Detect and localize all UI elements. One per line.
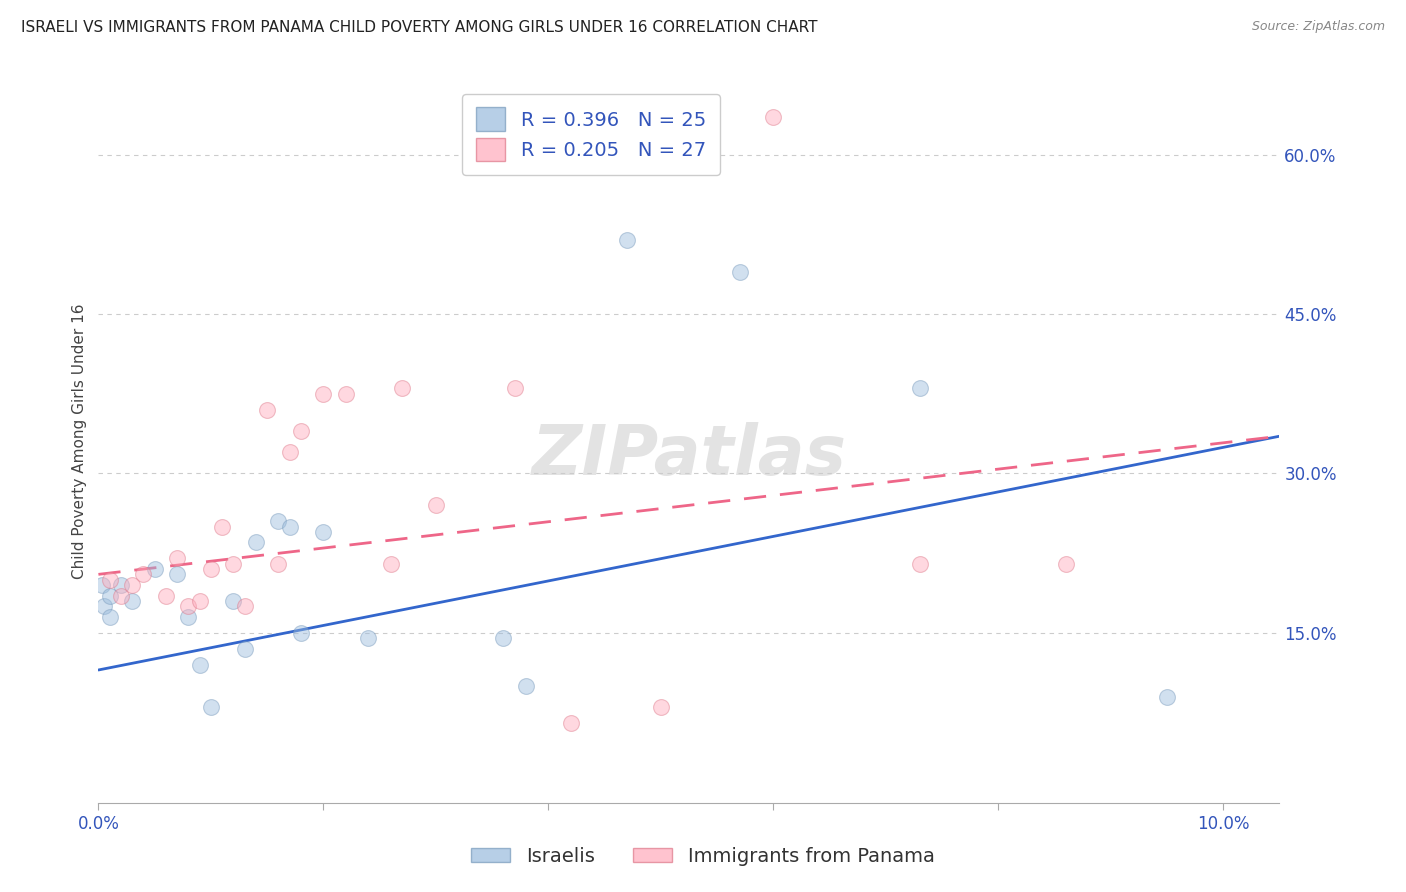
- Point: [98, 573, 121, 587]
- Point: [222, 594, 245, 608]
- Point: [357, 631, 380, 645]
- Point: [121, 578, 143, 592]
- Point: [650, 700, 672, 714]
- Point: [110, 578, 132, 592]
- Point: [312, 386, 335, 401]
- Point: [335, 386, 357, 401]
- Point: [492, 631, 515, 645]
- Point: [762, 111, 785, 125]
- Point: [908, 381, 931, 395]
- Point: [200, 562, 222, 576]
- Point: [132, 567, 155, 582]
- Point: [90, 578, 112, 592]
- Text: Source: ZipAtlas.com: Source: ZipAtlas.com: [1251, 20, 1385, 33]
- Text: ZIPatlas: ZIPatlas: [531, 423, 846, 490]
- Point: [245, 535, 267, 549]
- Point: [177, 599, 200, 614]
- Point: [312, 524, 335, 539]
- Point: [166, 551, 188, 566]
- Point: [211, 519, 233, 533]
- Point: [233, 599, 256, 614]
- Point: [425, 498, 447, 512]
- Point: [155, 589, 177, 603]
- Point: [290, 424, 312, 438]
- Point: [143, 562, 166, 576]
- Point: [188, 657, 211, 672]
- Point: [503, 381, 526, 395]
- Point: [267, 514, 290, 528]
- Legend: R = 0.396   N = 25, R = 0.205   N = 27: R = 0.396 N = 25, R = 0.205 N = 27: [463, 94, 720, 175]
- Point: [121, 594, 143, 608]
- Point: [110, 589, 132, 603]
- Point: [256, 402, 278, 417]
- Point: [908, 557, 931, 571]
- Point: [616, 233, 638, 247]
- Point: [1054, 557, 1077, 571]
- Point: [515, 679, 537, 693]
- Text: ISRAELI VS IMMIGRANTS FROM PANAMA CHILD POVERTY AMONG GIRLS UNDER 16 CORRELATION: ISRAELI VS IMMIGRANTS FROM PANAMA CHILD …: [21, 20, 818, 35]
- Point: [98, 589, 121, 603]
- Point: [728, 264, 751, 278]
- Y-axis label: Child Poverty Among Girls Under 16: Child Poverty Among Girls Under 16: [72, 304, 87, 579]
- Point: [98, 610, 121, 624]
- Point: [278, 445, 301, 459]
- Point: [380, 557, 402, 571]
- Point: [93, 599, 115, 614]
- Legend: Israelis, Immigrants from Panama: Israelis, Immigrants from Panama: [464, 838, 942, 873]
- Point: [290, 625, 312, 640]
- Point: [278, 519, 301, 533]
- Point: [200, 700, 222, 714]
- Point: [177, 610, 200, 624]
- Point: [1156, 690, 1178, 704]
- Point: [188, 594, 211, 608]
- Point: [166, 567, 188, 582]
- Point: [233, 641, 256, 656]
- Point: [560, 716, 582, 731]
- Point: [222, 557, 245, 571]
- Point: [391, 381, 413, 395]
- Point: [267, 557, 290, 571]
